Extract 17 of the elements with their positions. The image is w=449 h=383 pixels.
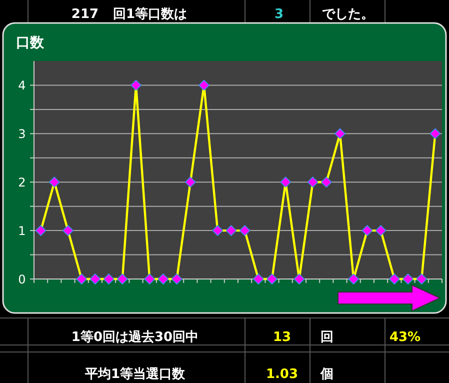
y-tick-label: 0 xyxy=(18,272,26,286)
y-tick-label: 4 xyxy=(18,78,26,93)
y-tick-label: 3 xyxy=(18,127,26,142)
text: 回1等口数は xyxy=(112,7,188,22)
text: 3 xyxy=(274,7,284,22)
text: 個 xyxy=(320,367,334,382)
text: 217 xyxy=(71,7,99,22)
y-axis-title: 口数 xyxy=(16,35,45,51)
text: 平均1等当選口数 xyxy=(84,367,186,382)
text: 1.03 xyxy=(266,367,298,382)
text: 13 xyxy=(272,330,292,345)
y-tick-label: 2 xyxy=(18,176,26,190)
text: 43% xyxy=(389,330,421,345)
y-tick-label: 1 xyxy=(18,224,26,238)
text: でした。 xyxy=(322,7,374,22)
text: 回 xyxy=(320,330,334,345)
text: 1等0回は過去30回中 xyxy=(71,330,199,345)
